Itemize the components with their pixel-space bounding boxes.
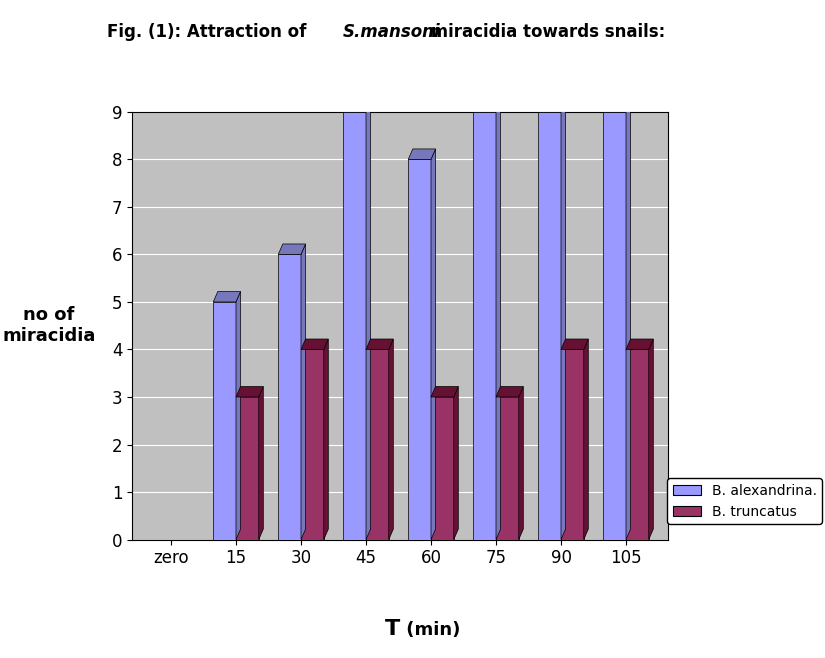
Polygon shape — [626, 339, 653, 349]
Polygon shape — [389, 339, 394, 540]
Polygon shape — [213, 291, 241, 302]
Bar — [278, 255, 301, 540]
Polygon shape — [603, 101, 630, 112]
Polygon shape — [538, 101, 566, 112]
Bar — [408, 159, 431, 540]
Polygon shape — [648, 339, 653, 540]
Text: miracidia towards snails:: miracidia towards snails: — [425, 23, 665, 41]
Polygon shape — [236, 291, 241, 540]
Polygon shape — [496, 386, 523, 397]
Bar — [626, 349, 648, 540]
Text: (min): (min) — [400, 621, 460, 639]
Polygon shape — [454, 386, 459, 540]
Legend: B. alexandrina., B. truncatus: B. alexandrina., B. truncatus — [667, 478, 823, 524]
Polygon shape — [301, 244, 305, 540]
Polygon shape — [431, 149, 436, 540]
Polygon shape — [496, 101, 501, 540]
Polygon shape — [236, 386, 263, 397]
Polygon shape — [561, 101, 566, 540]
Bar — [496, 397, 519, 540]
Polygon shape — [561, 339, 588, 349]
Bar — [301, 349, 323, 540]
Polygon shape — [259, 386, 263, 540]
Bar — [343, 112, 366, 540]
Text: T: T — [385, 619, 400, 639]
Polygon shape — [408, 149, 436, 159]
Bar — [236, 397, 259, 540]
Y-axis label: no of
miracidia: no of miracidia — [2, 307, 96, 345]
Bar — [213, 302, 236, 540]
Polygon shape — [366, 101, 370, 540]
Text: S.mansoni: S.mansoni — [342, 23, 440, 41]
Polygon shape — [323, 339, 328, 540]
Polygon shape — [584, 339, 588, 540]
Polygon shape — [431, 386, 459, 397]
Bar — [561, 349, 584, 540]
Bar — [603, 112, 626, 540]
Polygon shape — [278, 244, 305, 255]
Bar — [431, 397, 454, 540]
Polygon shape — [474, 101, 501, 112]
Polygon shape — [301, 339, 328, 349]
Polygon shape — [626, 101, 630, 540]
Bar — [538, 112, 561, 540]
Polygon shape — [366, 339, 394, 349]
Polygon shape — [343, 101, 370, 112]
Bar — [474, 112, 496, 540]
Text: Fig. (1): Attraction of: Fig. (1): Attraction of — [107, 23, 313, 41]
Polygon shape — [519, 386, 523, 540]
Bar — [366, 349, 389, 540]
